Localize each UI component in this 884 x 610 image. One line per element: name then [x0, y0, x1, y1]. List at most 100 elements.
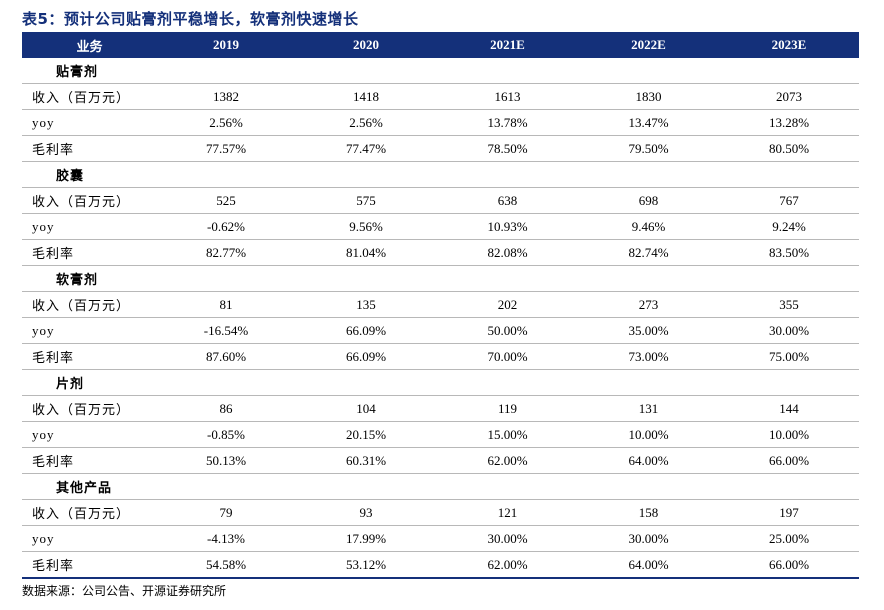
- data-source-note: 数据来源：公司公告、开源证券研究所: [22, 584, 227, 598]
- header-2023e: 2023E: [719, 32, 859, 58]
- header-2019: 2019: [157, 32, 295, 58]
- value-cell: 158: [578, 499, 719, 526]
- value-cell: 698: [578, 187, 719, 214]
- value-cell: 50.00%: [437, 317, 578, 344]
- row-label: yoy: [22, 109, 157, 136]
- value-cell: 17.99%: [295, 525, 437, 552]
- group-empty-cell: [157, 369, 295, 396]
- table-row: 毛利率 50.13% 60.31% 62.00% 64.00% 66.00%: [22, 447, 859, 474]
- group-empty-cell: [719, 265, 859, 292]
- value-cell: 53.12%: [295, 551, 437, 579]
- group-empty-cell: [295, 473, 437, 500]
- group-empty-cell: [157, 265, 295, 292]
- value-cell: 30.00%: [578, 525, 719, 552]
- table-row: 毛利率 82.77% 81.04% 82.08% 82.74% 83.50%: [22, 239, 859, 266]
- value-cell: 66.00%: [719, 551, 859, 579]
- group-empty-cell: [578, 265, 719, 292]
- group-empty-cell: [157, 161, 295, 188]
- value-cell: 35.00%: [578, 317, 719, 344]
- group-name: 片剂: [22, 369, 157, 396]
- group-name: 软膏剂: [22, 265, 157, 292]
- value-cell: 9.46%: [578, 213, 719, 240]
- value-cell: 82.74%: [578, 239, 719, 266]
- table-row: 毛利率 87.60% 66.09% 70.00% 73.00% 75.00%: [22, 343, 859, 370]
- row-label: 收入（百万元）: [22, 291, 157, 318]
- value-cell: 83.50%: [719, 239, 859, 266]
- value-cell: 197: [719, 499, 859, 526]
- value-cell: 121: [437, 499, 578, 526]
- value-cell: 25.00%: [719, 525, 859, 552]
- group-empty-cell: [719, 161, 859, 188]
- value-cell: 66.09%: [295, 317, 437, 344]
- value-cell: 77.47%: [295, 135, 437, 162]
- group-empty-cell: [578, 58, 719, 84]
- value-cell: 10.00%: [719, 421, 859, 448]
- value-cell: 93: [295, 499, 437, 526]
- value-cell: 273: [578, 291, 719, 318]
- value-cell: 767: [719, 187, 859, 214]
- value-cell: 104: [295, 395, 437, 422]
- value-cell: 60.31%: [295, 447, 437, 474]
- table-title: 表5：预计公司贴膏剂平稳增长，软膏剂快速增长: [22, 10, 359, 28]
- table-body: 贴膏剂 收入（百万元） 1382 1418 1613 1830 2073 yoy 2.56% 2.…: [22, 58, 859, 579]
- group-empty-cell: [437, 58, 578, 84]
- group-row: 胶囊: [22, 161, 859, 188]
- value-cell: 80.50%: [719, 135, 859, 162]
- row-label: 收入（百万元）: [22, 187, 157, 214]
- value-cell: 66.00%: [719, 447, 859, 474]
- group-empty-cell: [719, 369, 859, 396]
- value-cell: 131: [578, 395, 719, 422]
- group-empty-cell: [295, 265, 437, 292]
- value-cell: -0.62%: [157, 213, 295, 240]
- group-row: 软膏剂: [22, 265, 859, 292]
- value-cell: 82.08%: [437, 239, 578, 266]
- group-row: 片剂: [22, 369, 859, 396]
- table-row: 收入（百万元） 525 575 638 698 767: [22, 187, 859, 214]
- value-cell: 64.00%: [578, 447, 719, 474]
- row-label: 毛利率: [22, 551, 157, 579]
- value-cell: 638: [437, 187, 578, 214]
- value-cell: 9.56%: [295, 213, 437, 240]
- value-cell: 64.00%: [578, 551, 719, 579]
- value-cell: 66.09%: [295, 343, 437, 370]
- group-empty-cell: [578, 473, 719, 500]
- value-cell: 20.15%: [295, 421, 437, 448]
- value-cell: 79: [157, 499, 295, 526]
- value-cell: 81.04%: [295, 239, 437, 266]
- value-cell: 13.78%: [437, 109, 578, 136]
- table-row: yoy 2.56% 2.56% 13.78% 13.47% 13.28%: [22, 109, 859, 136]
- value-cell: 135: [295, 291, 437, 318]
- value-cell: 50.13%: [157, 447, 295, 474]
- value-cell: -4.13%: [157, 525, 295, 552]
- value-cell: -16.54%: [157, 317, 295, 344]
- table-row: 毛利率 77.57% 77.47% 78.50% 79.50% 80.50%: [22, 135, 859, 162]
- value-cell: 575: [295, 187, 437, 214]
- value-cell: 119: [437, 395, 578, 422]
- group-empty-cell: [578, 369, 719, 396]
- row-label: 收入（百万元）: [22, 499, 157, 526]
- value-cell: 1382: [157, 83, 295, 110]
- table-row: 收入（百万元） 1382 1418 1613 1830 2073: [22, 83, 859, 110]
- header-row: 业务 2019 2020 2021E 2022E 2023E: [22, 32, 859, 58]
- value-cell: 1613: [437, 83, 578, 110]
- value-cell: 1830: [578, 83, 719, 110]
- value-cell: 87.60%: [157, 343, 295, 370]
- table-row: yoy -0.62% 9.56% 10.93% 9.46% 9.24%: [22, 213, 859, 240]
- value-cell: 9.24%: [719, 213, 859, 240]
- group-empty-cell: [437, 473, 578, 500]
- table-row: 毛利率 54.58% 53.12% 62.00% 64.00% 66.00%: [22, 551, 859, 579]
- value-cell: 13.28%: [719, 109, 859, 136]
- row-label: yoy: [22, 213, 157, 240]
- row-label: 收入（百万元）: [22, 83, 157, 110]
- row-label: 毛利率: [22, 447, 157, 474]
- value-cell: 70.00%: [437, 343, 578, 370]
- row-label: yoy: [22, 317, 157, 344]
- group-empty-cell: [157, 473, 295, 500]
- value-cell: 1418: [295, 83, 437, 110]
- group-empty-cell: [719, 473, 859, 500]
- value-cell: 355: [719, 291, 859, 318]
- value-cell: 2.56%: [295, 109, 437, 136]
- group-empty-cell: [157, 58, 295, 84]
- group-empty-cell: [437, 265, 578, 292]
- group-name: 胶囊: [22, 161, 157, 188]
